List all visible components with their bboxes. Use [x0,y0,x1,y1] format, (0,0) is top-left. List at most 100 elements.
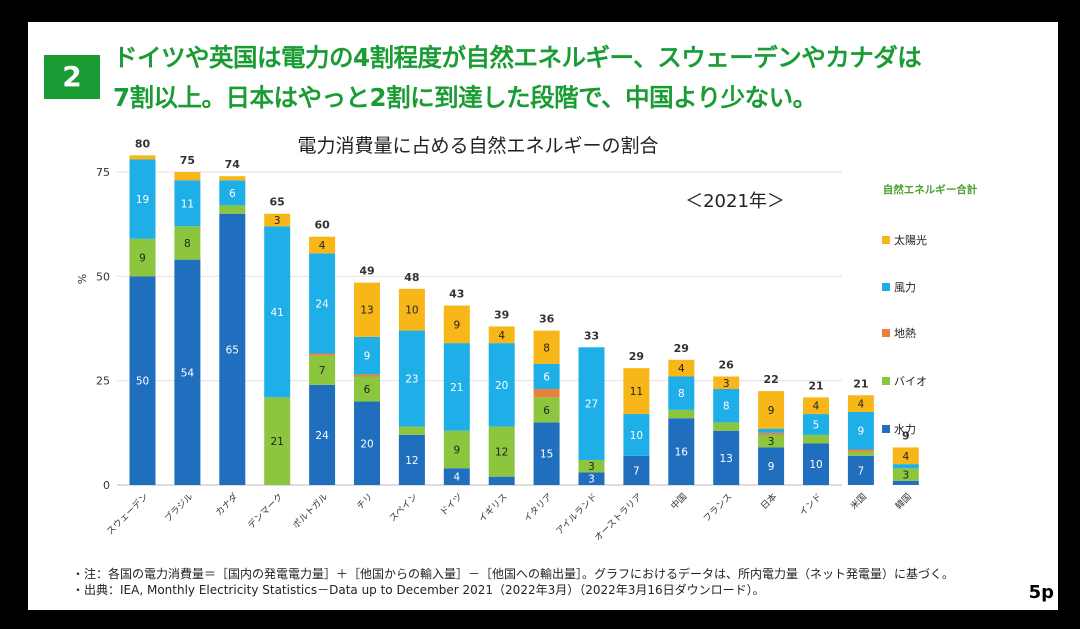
x-tick-label: チリ [355,491,376,512]
legend-swatch [882,425,890,433]
segment-label: 4 [813,401,820,413]
section-number-badge: 2 [44,55,100,99]
x-tick-labels: スウェーデン ブラジル カナダ デンマーク ポルトガル チリ スペイン ドイツ イギリス イタリア… [104,491,914,544]
chart-title: 電力消費量に占める自然エネルギーの割合 [297,135,658,157]
segment-label: 4 [498,330,505,342]
bar-segment [129,159,156,239]
y-tick-label: 25 [96,375,110,388]
x-tick-label: アイルランド [554,491,600,537]
y-tick-labels: 0 25 50 75 [96,166,110,492]
segment-label: 3 [274,215,281,227]
bar-segment [219,205,246,214]
bar-segment [354,376,380,402]
bar-segment [443,343,470,431]
bar-segment [488,426,515,477]
segment-label: 3 [588,461,595,473]
segment-labels: 5091954811656214132472442069131223104921… [136,188,910,486]
segment-label: 41 [271,307,284,319]
bar-segment [533,422,560,485]
bar-segment [174,172,201,181]
bars [129,155,919,485]
segment-label: 9 [453,445,460,457]
legend-swatch [882,283,890,291]
bar-segment [803,443,829,485]
bar-segment [443,430,470,469]
segment-label: 8 [184,238,191,250]
segment-label: 15 [540,449,553,461]
total-label: 65 [270,196,285,209]
segment-label: 19 [136,194,149,206]
bar-segment [174,259,201,485]
headline-line-1: ドイツや英国は電力の4割程度が自然エネルギー、スウェーデンやカナダは [113,43,922,72]
bar-segment [398,426,425,435]
bar-segment [354,336,380,375]
bar-segment [309,384,336,485]
segment-label: 8 [723,401,730,413]
segment-label: 4 [453,472,460,484]
segment-label: 9 [364,351,371,363]
total-label: 29 [629,350,644,363]
bar-segment [803,434,829,444]
y-tick-label: 0 [103,479,110,492]
legend-label: 地熱 [894,327,916,340]
bar-segment [758,428,785,433]
segment-label: 3 [902,470,909,482]
segment-label: 11 [181,198,194,210]
bar-segment [174,180,201,227]
segment-label: 27 [585,399,598,411]
bar-segment [623,455,650,485]
total-label: 39 [494,308,509,321]
bar-segment [264,397,291,485]
bar-segment [668,409,695,419]
segment-label: 54 [181,367,195,379]
x-tick-label: カナダ [213,491,241,519]
footnote-note: ・注：各国の電力消費量＝［国内の発電電力量］＋［他国からの輸入量］－［他国への輸… [72,567,955,581]
bar-segment [713,422,740,431]
bar-segment [892,464,919,469]
bar-segment [578,472,605,485]
bar-segment [264,226,291,398]
bar-segment [129,238,156,277]
bar-segment [219,213,246,485]
segment-label: 4 [902,451,909,463]
bar-segment [847,451,874,456]
segment-label: 4 [319,240,326,252]
bar-segment [174,226,201,260]
bar-segment [847,411,874,450]
bar-segment [758,391,785,429]
bar-segment [758,434,785,448]
total-label: 36 [539,313,555,326]
bar-segment [668,376,695,410]
total-label: 74 [225,158,241,171]
bar-segment [309,355,336,385]
segment-label: 3 [723,378,730,390]
segment-label: 24 [315,430,329,442]
bar-segment [892,468,919,481]
x-tick-label: 日本 [758,491,779,512]
bar-segment [668,359,695,377]
segment-label: 4 [858,399,865,411]
segment-label: 7 [858,465,865,477]
bar-segment [803,397,829,415]
x-tick-label: オーストラリア [593,491,645,543]
segment-label: 23 [405,374,418,386]
bar-segment [398,330,425,427]
segment-label: 9 [139,253,146,265]
legend-swatch [882,236,890,244]
headline: ドイツや英国は電力の4割程度が自然エネルギー、スウェーデンやカナダは 7割以上。… [113,38,1033,118]
segment-label: 6 [229,188,236,200]
x-tick-label: スペイン [388,492,420,524]
bar-segment [623,368,650,415]
segment-label: 6 [543,371,550,383]
total-label: 21 [853,377,868,390]
segment-label: 10 [809,459,822,471]
total-label: 60 [314,219,330,232]
x-tick-label: イタリア [522,491,555,524]
bar-segment [847,455,874,485]
legend-label: 太陽光 [894,233,927,247]
x-tick-label: フランス [701,491,734,524]
footnotes: ・注：各国の電力消費量＝［国内の発電電力量］＋［他国からの輸入量］－［他国への輸… [72,566,954,598]
footnote-source: ・出典：IEA, Monthly Electricity Statistics－… [72,583,765,597]
bar-segment [309,236,336,254]
